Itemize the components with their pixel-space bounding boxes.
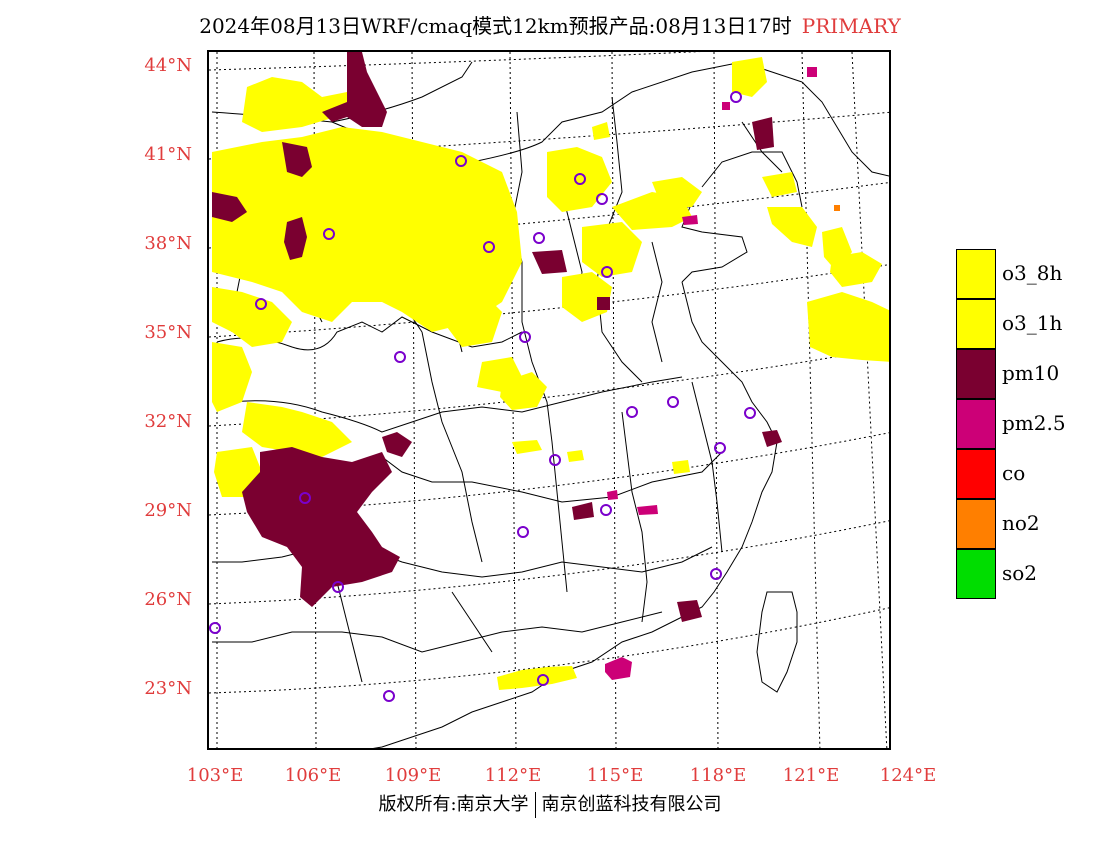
legend-label: so2 bbox=[1002, 561, 1038, 585]
pm10-regions bbox=[212, 52, 782, 622]
title-text: 2024年08月13日WRF/cmaq模式12km预报产品:08月13日17时 bbox=[199, 14, 792, 38]
footer-right: 南京创蓝科技有限公司 bbox=[541, 794, 722, 815]
lon-label-109: 109°E bbox=[384, 765, 442, 786]
copyright-footer: 版权所有:南京大学 南京创蓝科技有限公司 bbox=[0, 790, 1100, 818]
o3-regions bbox=[212, 57, 889, 690]
title-flag: PRIMARY bbox=[801, 14, 901, 38]
station-markers bbox=[209, 91, 756, 702]
legend-swatch bbox=[956, 249, 996, 299]
lat-label-26: 26°N bbox=[144, 589, 192, 610]
legend-label: o3_1h bbox=[1002, 311, 1063, 335]
lat-label-32: 32°N bbox=[144, 411, 192, 432]
lon-label-124: 124°E bbox=[879, 765, 937, 786]
lat-label-35: 35°N bbox=[144, 322, 192, 343]
legend-swatch bbox=[956, 549, 996, 599]
pm25-regions bbox=[605, 67, 817, 680]
map-area[interactable] bbox=[207, 50, 891, 750]
legend-label: o3_8h bbox=[1002, 261, 1063, 285]
lon-label-103: 103°E bbox=[186, 765, 244, 786]
lat-label-29: 29°N bbox=[144, 500, 192, 521]
lon-label-118: 118°E bbox=[689, 765, 747, 786]
legend-swatch bbox=[956, 349, 996, 399]
lon-label-106: 106°E bbox=[284, 765, 342, 786]
legend-label: co bbox=[1002, 461, 1026, 485]
legend-label: no2 bbox=[1002, 511, 1040, 535]
lon-label-115: 115°E bbox=[586, 765, 644, 786]
footer-separator bbox=[534, 792, 536, 818]
lat-label-41: 41°N bbox=[144, 144, 192, 165]
lat-label-44: 44°N bbox=[144, 55, 192, 76]
legend-swatch bbox=[956, 399, 996, 449]
legend-label: pm2.5 bbox=[1002, 411, 1066, 435]
lon-label-121: 121°E bbox=[782, 765, 840, 786]
pollution-map bbox=[209, 52, 889, 748]
legend-label: pm10 bbox=[1002, 361, 1060, 385]
no2-region bbox=[834, 205, 840, 211]
legend-swatch bbox=[956, 299, 996, 349]
lon-label-112: 112°E bbox=[484, 765, 542, 786]
map-title: 2024年08月13日WRF/cmaq模式12km预报产品:08月13日17时 P… bbox=[0, 10, 1100, 39]
legend-swatch bbox=[956, 449, 996, 499]
lat-label-38: 38°N bbox=[144, 233, 192, 254]
lat-label-23: 23°N bbox=[144, 678, 192, 699]
footer-left: 版权所有:南京大学 bbox=[378, 794, 529, 815]
legend-swatch bbox=[956, 499, 996, 549]
